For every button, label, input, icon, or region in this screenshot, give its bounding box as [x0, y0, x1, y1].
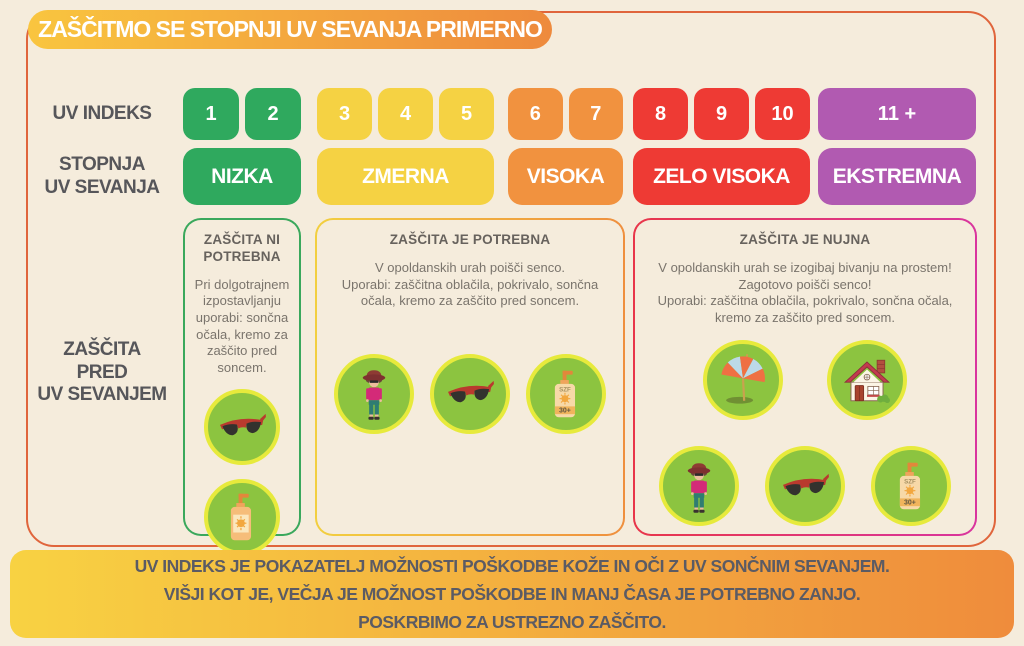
uv-index-box-2: 2 [245, 88, 301, 140]
sunscreen-spf-icon: SZF 30+ [526, 353, 606, 434]
protection-panel-needed: ZAŠČITA JE POTREBNA V opoldanskih urah p… [315, 218, 625, 536]
uv-group-high: 6 7 VISOKA [508, 88, 623, 205]
sunglasses-icon [430, 353, 510, 434]
footer-line-3: POSKRBIMO ZA USTREZNO ZAŠČITO. [358, 612, 666, 632]
uv-level-nizka: NIZKA [183, 148, 301, 205]
panel-body: V opoldanskih urah poišči senco. Uporabi… [341, 259, 599, 309]
beach-umbrella-icon [703, 340, 783, 421]
uv-group-very-high: 8 9 10 ZELO VISOKA [633, 88, 810, 205]
uv-index-box-11plus: 11 + [818, 88, 976, 140]
protection-row-label: ZAŠČITA PRED UV SEVANJEM [37, 339, 167, 406]
person-with-hat-icon [334, 353, 414, 434]
uv-level-zelo-visoka: ZELO VISOKA [633, 148, 810, 205]
house-icon [827, 340, 907, 421]
uv-group-low: 1 2 NIZKA [183, 88, 301, 205]
panel-icons [204, 388, 280, 555]
page-title: ZAŠČITMO SE STOPNJI UV SEVANJA PRIMERNO [28, 10, 552, 49]
uv-group-extreme: 11 + EKSTREMNA [818, 88, 976, 205]
svg-text:30+: 30+ [904, 500, 916, 507]
uv-index-box-9: 9 [694, 88, 749, 140]
person-with-hat-icon [659, 446, 739, 527]
sunglasses-icon [204, 388, 280, 465]
panel-icons: SZF 30+ [334, 353, 606, 434]
protection-panel-urgent: ZAŠČITA JE NUJNA V opoldanskih urah se i… [633, 218, 977, 536]
uv-index-box-3: 3 [317, 88, 372, 140]
uv-group-moderate: 3 4 5 ZMERNA [317, 88, 494, 205]
panel-heading: ZAŠČITA JE NUJNA [739, 232, 871, 247]
protection-panel-not-needed: ZAŠČITA NI POTREBNA Pri dolgotrajnem izp… [183, 218, 301, 555]
sunscreen-bottle-icon [204, 478, 280, 555]
uv-level-row-label: STOPNJA UV SEVANJA [44, 154, 160, 198]
sunscreen-spf-icon: SZF 30+ [871, 446, 951, 527]
svg-text:SZF: SZF [904, 479, 916, 486]
page-title-text: ZAŠČITMO SE STOPNJI UV SEVANJA PRIMERNO [38, 16, 543, 42]
uv-level-zmerna: ZMERNA [317, 148, 494, 205]
footer-line-1: UV INDEKS JE POKAZATELJ MOŽNOSTI POŠKODB… [134, 556, 890, 576]
uv-level-visoka: VISOKA [508, 148, 623, 205]
panel-body: Pri dolgotrajnem izpostavljanju uporabi:… [194, 276, 290, 375]
uv-index-box-1: 1 [183, 88, 239, 140]
panel-body: V opoldanskih urah se izogibaj bivanju n… [657, 259, 953, 325]
uv-index-row-label: UV INDEKS [52, 102, 152, 124]
footer-line-2: VIŠJI KOT JE, VEČJA JE MOŽNOST POŠKODBE … [163, 584, 861, 604]
uv-index-box-4: 4 [378, 88, 433, 140]
uv-level-ekstremna: EKSTREMNA [818, 148, 976, 205]
panel-icons-row-1 [703, 340, 907, 421]
panel-heading: ZAŠČITA JE POTREBNA [389, 232, 551, 247]
uv-index-box-7: 7 [568, 88, 623, 140]
svg-text:30+: 30+ [559, 407, 571, 414]
footer-banner: UV INDEKS JE POKAZATELJ MOŽNOSTI POŠKODB… [10, 550, 1014, 638]
panel-heading: ZAŠČITA NI POTREBNA [203, 232, 281, 264]
uv-index-box-8: 8 [633, 88, 688, 140]
panel-icons-row-2: SZF 30+ [659, 446, 951, 527]
sunglasses-icon [765, 446, 845, 527]
uv-index-box-5: 5 [439, 88, 494, 140]
uv-index-box-10: 10 [755, 88, 810, 140]
uv-index-box-6: 6 [508, 88, 563, 140]
svg-text:SZF: SZF [559, 386, 571, 393]
